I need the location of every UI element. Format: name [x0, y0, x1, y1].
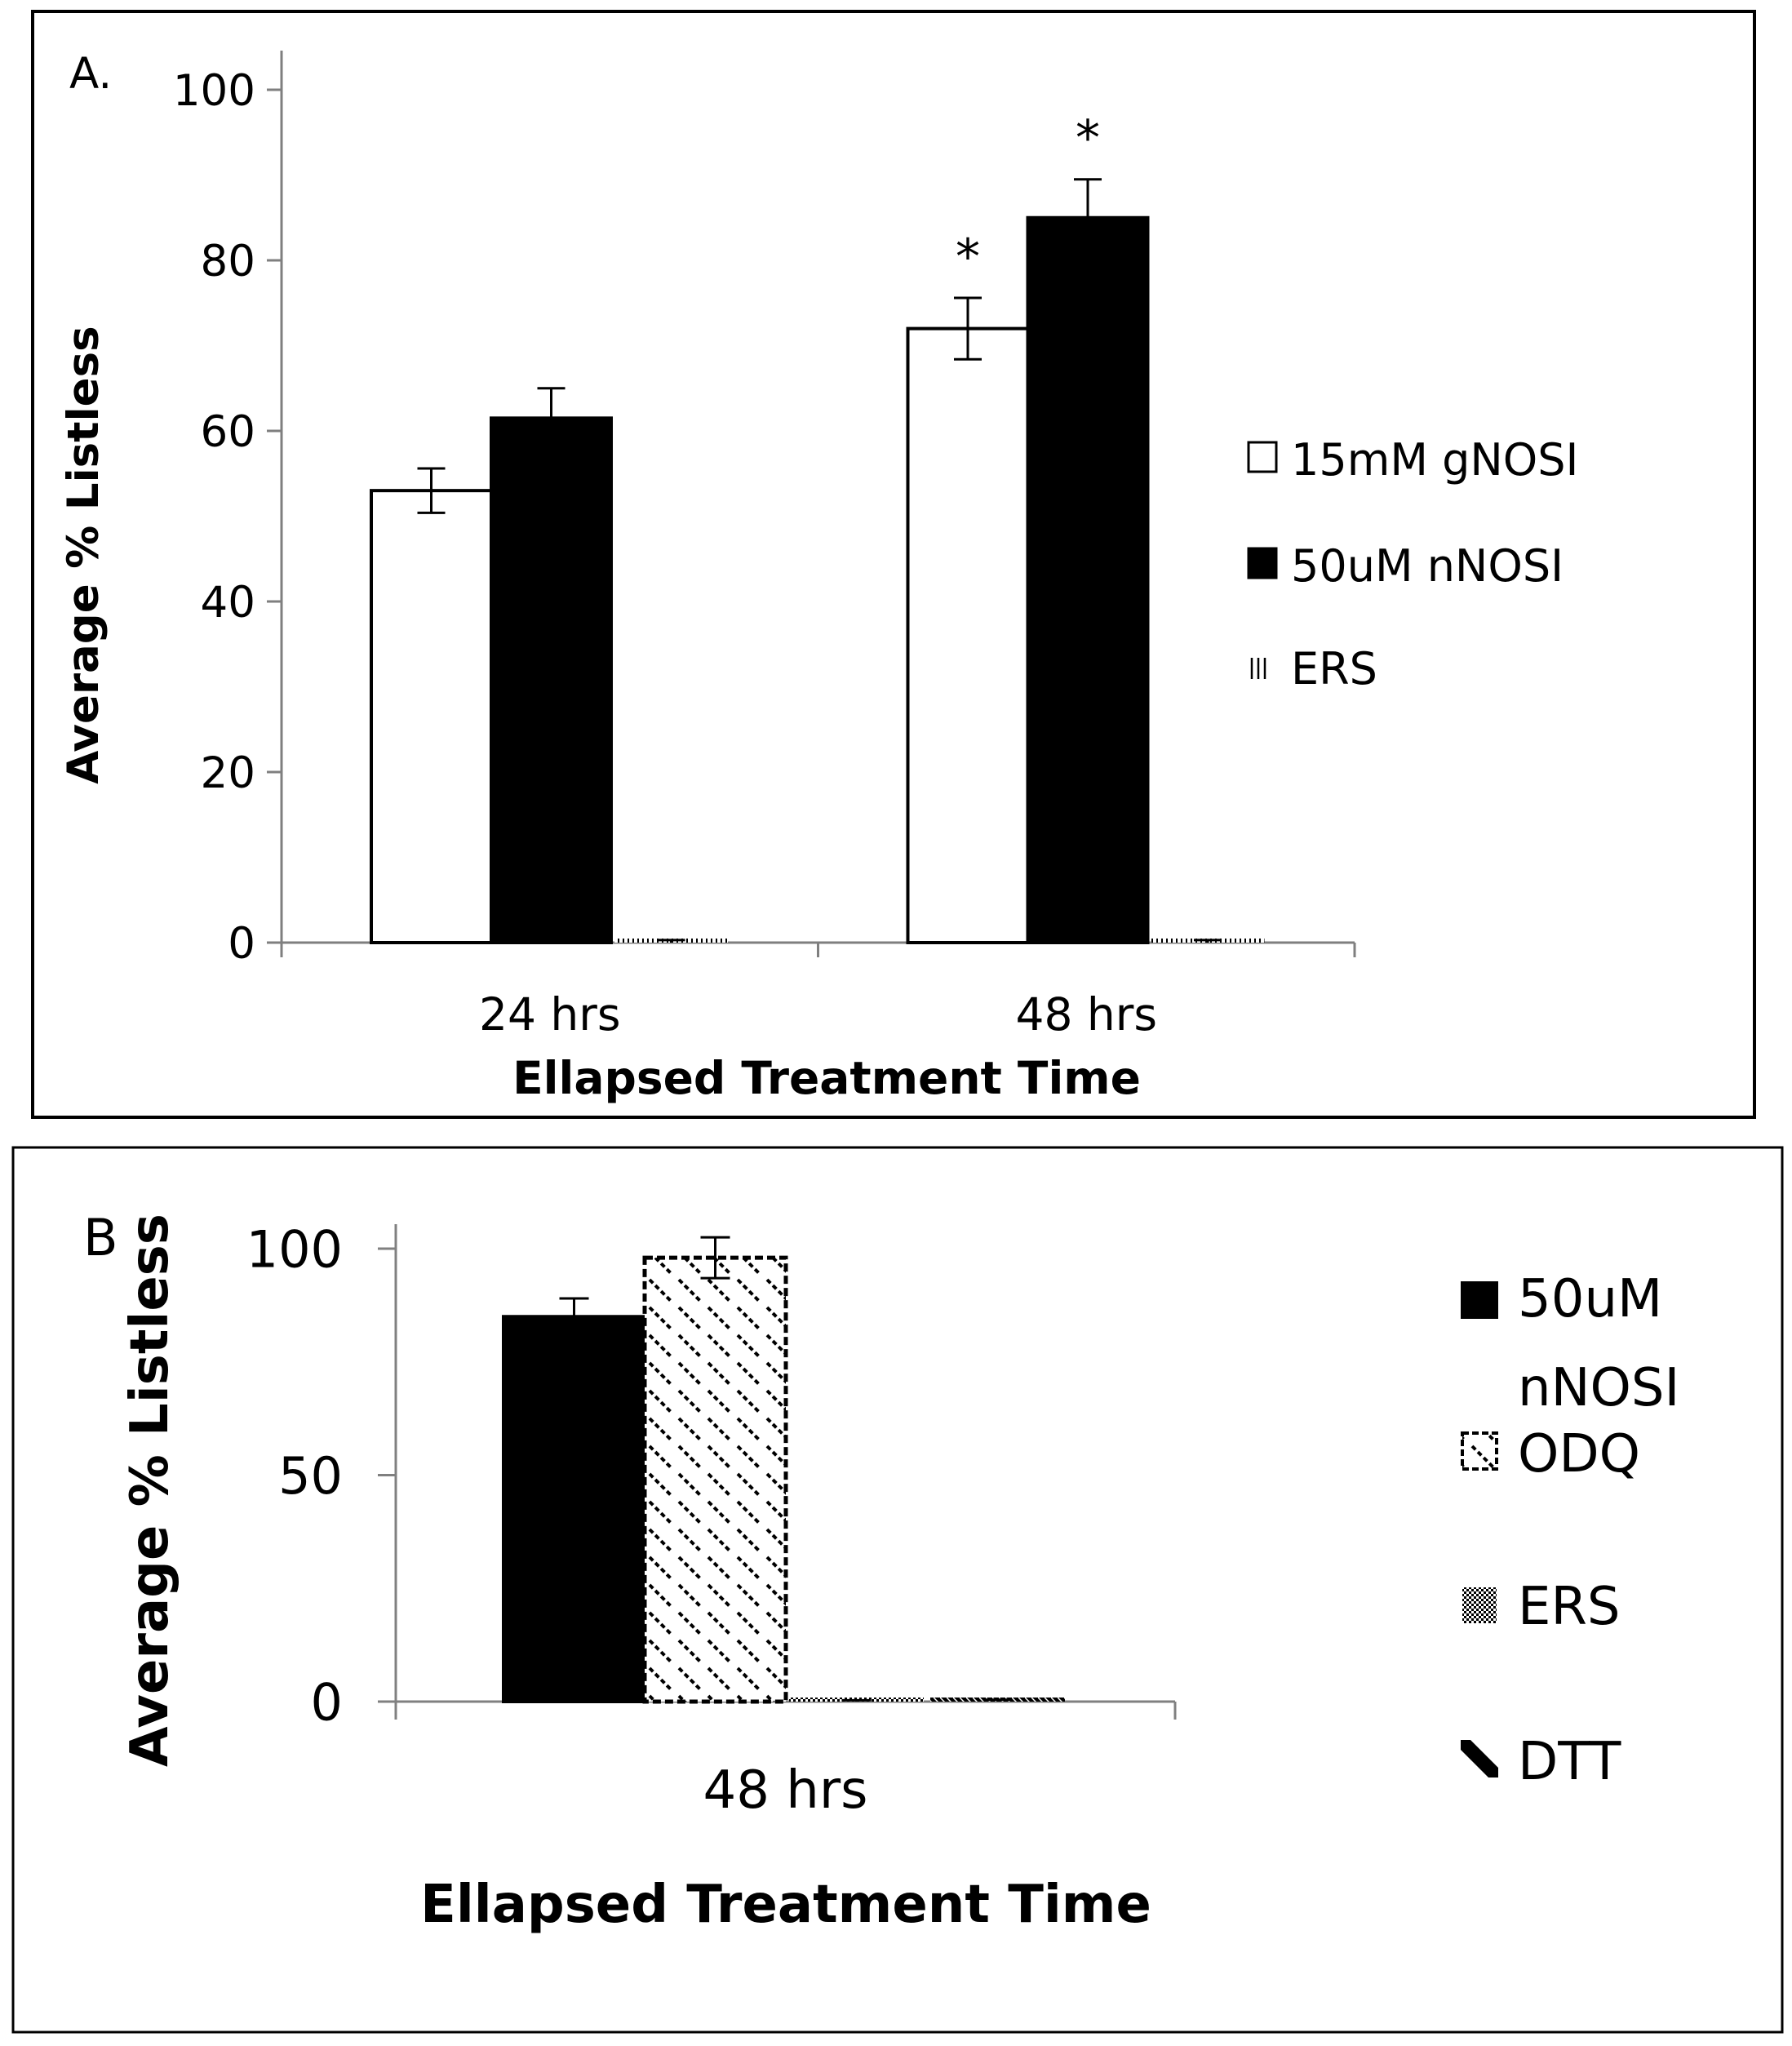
- legend-label-nnosi: 50uM nNOSI: [1291, 540, 1564, 592]
- legend-label-gnosi: 15mM gNOSI: [1291, 434, 1578, 486]
- panel-a-label: A.: [69, 49, 112, 99]
- legend-swatch-odq: [1461, 1431, 1498, 1471]
- error-bar: [1194, 939, 1222, 943]
- legend-swatch-ers-b: [1462, 1587, 1497, 1623]
- y-tick-label: 50: [278, 1446, 343, 1506]
- error-bar: [954, 296, 982, 361]
- legend-swatch-nnosi: [1247, 547, 1278, 579]
- error-bar: [841, 1698, 872, 1702]
- y-tick-label: 100: [173, 66, 255, 116]
- y-tick-label: 0: [228, 919, 255, 969]
- panel-a: A. Average % Listless Ellapsed Treatment…: [31, 10, 1756, 1119]
- legend-swatch-dtt: [1461, 1740, 1498, 1777]
- panel-b-label: B: [83, 1208, 118, 1267]
- y-tick-label: 60: [201, 407, 255, 457]
- y-tick-label: 80: [201, 237, 255, 286]
- legend-swatch-gnosi: [1247, 441, 1278, 473]
- legend-label-ers: ERS: [1291, 643, 1377, 695]
- error-bar: [417, 467, 446, 514]
- x-category-label: 24 hrs: [479, 988, 621, 1041]
- panel-a-x-axis-label: Ellapsed Treatment Time: [512, 1052, 1141, 1104]
- legend-label-ers-b: ERS: [1518, 1577, 1621, 1637]
- y-tick-label: 100: [246, 1219, 343, 1279]
- panel-b-legend: 50uM nNOSI ODQ ERS DTT: [1461, 1269, 1679, 1792]
- bar-50um-nnosi: [1026, 215, 1150, 944]
- y-tick-label: 20: [201, 748, 255, 798]
- legend-label-odq: ODQ: [1518, 1424, 1640, 1485]
- error-bar: [700, 1236, 730, 1280]
- error-bar: [559, 1297, 589, 1317]
- legend-label-dtt: DTT: [1518, 1732, 1621, 1792]
- panel-b-y-axis-label: Average % Listless: [120, 1214, 180, 1767]
- significance-marker: *: [956, 229, 980, 286]
- x-category-label: 48 hrs: [703, 1760, 868, 1821]
- bar-15mm-gnosi: [370, 489, 493, 944]
- bar-15mm-gnosi: [906, 326, 1030, 945]
- error-bar: [982, 1698, 1013, 1702]
- y-tick-label: 0: [311, 1672, 343, 1732]
- bar-50um-nnosi: [502, 1315, 646, 1703]
- error-bar: [1074, 178, 1102, 218]
- x-category-label: 48 hrs: [1015, 988, 1157, 1041]
- legend-swatch-ers: [1250, 658, 1266, 679]
- legend-label-nnosi-b-line2: nNOSI: [1518, 1358, 1679, 1418]
- panel-a-y-axis-label: Average % Listless: [59, 326, 109, 783]
- error-bar: [537, 387, 566, 419]
- bar-50um-nnosi: [490, 416, 613, 944]
- legend-swatch-nnosi-b: [1461, 1281, 1498, 1319]
- panel-a-frame: [31, 10, 1756, 1119]
- panel-a-legend: 15mM gNOSI 50uM nNOSI ERS: [1247, 434, 1578, 695]
- bar-odq: [642, 1255, 788, 1704]
- legend-label-nnosi-b-line1: 50uM: [1518, 1269, 1662, 1329]
- panel-b: B Average % Listless Ellapsed Treatment …: [11, 1146, 1784, 2034]
- significance-marker: *: [1076, 110, 1100, 167]
- panel-b-x-axis-label: Ellapsed Treatment Time: [420, 1875, 1151, 1935]
- panel-b-frame: [11, 1146, 1784, 2034]
- y-tick-label: 40: [201, 578, 255, 628]
- error-bar: [657, 939, 685, 943]
